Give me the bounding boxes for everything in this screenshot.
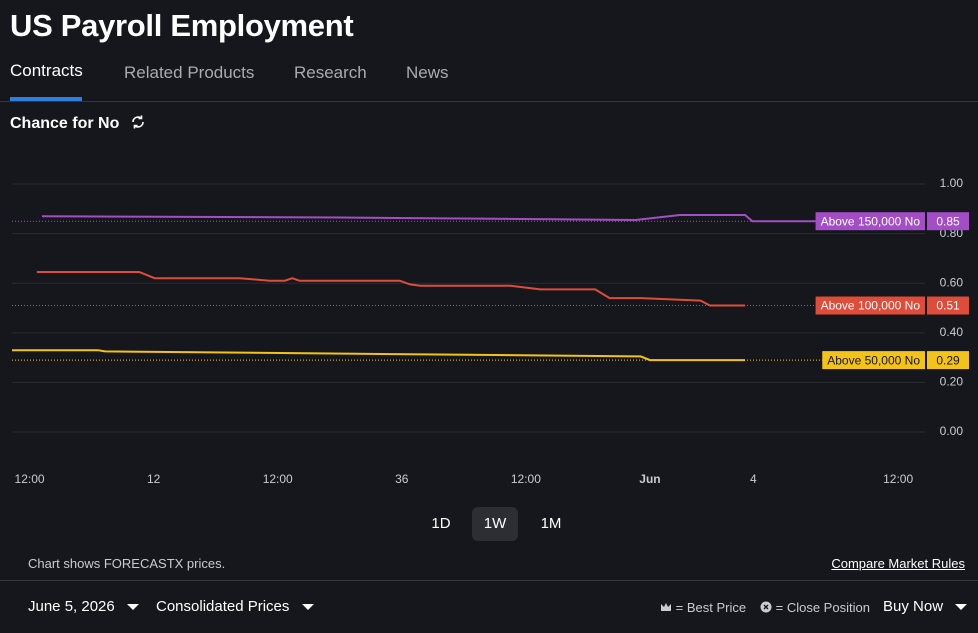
series-label: Above 150,000 No [821, 214, 921, 228]
y-tick-label: 0.00 [940, 424, 964, 438]
tab[interactable]: Contracts [10, 61, 83, 80]
legend-text: = Best Price [675, 600, 747, 615]
tab[interactable]: News [406, 63, 449, 82]
price-select[interactable]: Consolidated Prices [156, 598, 314, 615]
x-tick-label: 12 [147, 472, 161, 486]
series-line [36, 271, 746, 307]
tab[interactable]: Research [294, 63, 367, 82]
series-label-box [822, 351, 925, 370]
buy-text: Buy Now [883, 598, 944, 615]
caret [301, 604, 314, 610]
value-label: 0.29 [936, 353, 960, 367]
crown-icon [661, 603, 671, 611]
series-line [41, 214, 925, 223]
legend-close: = Close Position [760, 600, 870, 615]
x-tick-label: 12:00 [883, 472, 913, 486]
x-tick-label: 12:00 [15, 472, 45, 486]
section-title-text: Chance for No [10, 115, 120, 132]
price-text: Consolidated Prices [156, 598, 290, 615]
series-label: Above 100,000 No [821, 299, 921, 313]
x-tick-label: 36 [395, 472, 409, 486]
series-line [12, 349, 746, 362]
chart-note: Chart shows FORECASTX prices. [28, 556, 226, 571]
divider [0, 101, 978, 102]
divider [0, 580, 978, 581]
x-tick-label: 12:00 [263, 472, 293, 486]
legend-text: = Close Position [775, 600, 870, 615]
page-title: US Payroll Employment [10, 8, 354, 43]
y-tick-label: 0.60 [940, 275, 964, 289]
value-label-box [927, 351, 969, 370]
x-tick-label: 4 [750, 472, 757, 486]
x-tick-label: 12:00 [511, 472, 541, 486]
rules-link[interactable]: Compare Market Rules [831, 556, 965, 571]
series-label-box [815, 296, 925, 315]
date-select[interactable]: June 5, 2026 [28, 598, 139, 615]
refresh-icon[interactable] [130, 114, 146, 130]
value-label: 0.85 [936, 214, 960, 228]
value-label: 0.51 [936, 299, 960, 313]
legend-best: = Best Price [660, 600, 746, 615]
series-label: Above 50,000 No [827, 353, 920, 367]
close-icon [760, 601, 772, 613]
y-tick-label: 0.20 [940, 375, 964, 389]
value-label-box [927, 296, 969, 315]
value-label-box [927, 212, 969, 231]
tab-indicator [10, 97, 82, 101]
caret [126, 604, 139, 610]
range-button[interactable]: 1D [431, 515, 451, 532]
date-text: June 5, 2026 [28, 598, 115, 615]
range-button[interactable]: 1W [472, 507, 518, 541]
range-button[interactable]: 1M [540, 515, 562, 532]
tab[interactable]: Related Products [124, 63, 255, 82]
buy-select[interactable]: Buy Now [883, 598, 968, 615]
caret [955, 604, 968, 610]
series-label-box [815, 212, 925, 231]
section-title: Chance for No [10, 114, 146, 133]
y-tick-label: 1.00 [940, 176, 964, 190]
x-tick-label: Jun [639, 472, 660, 486]
y-tick-label: 0.40 [940, 325, 964, 339]
